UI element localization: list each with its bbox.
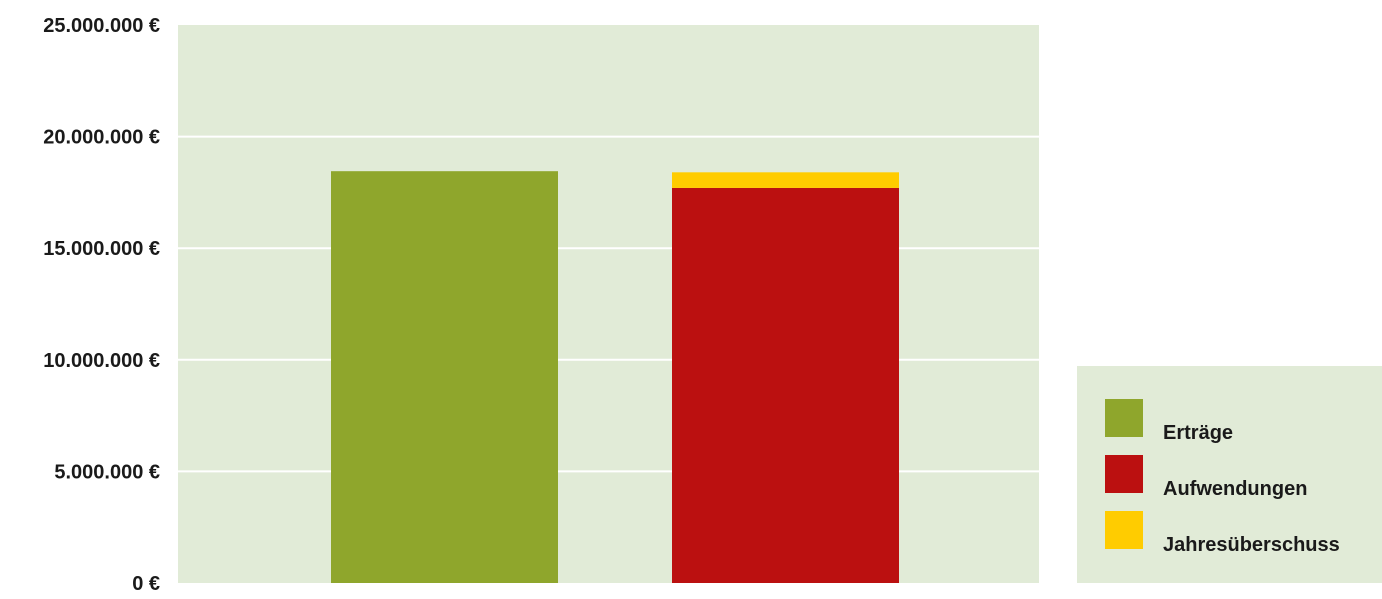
legend-label: Jahresüberschuss — [1163, 534, 1340, 556]
bar-ertraege — [331, 171, 558, 584]
legend-swatch — [1105, 455, 1143, 493]
legend: Erträge Aufwendungen Jahresüberschuss — [1077, 366, 1382, 583]
bar-jahresueberschuss — [672, 172, 899, 188]
y-axis-ticks: 0 € 5.000.000 € 10.000.000 € 15.000.000 € 20… — [43, 15, 160, 595]
y-tick-label: 5.000.000 € — [54, 461, 160, 483]
legend-label: Erträge — [1163, 422, 1234, 444]
legend-label: Aufwendungen — [1163, 478, 1308, 500]
y-tick-label: 10.000.000 € — [43, 350, 160, 372]
y-tick-label: 0 € — [132, 573, 160, 595]
legend-swatch — [1105, 399, 1143, 437]
legend-item-ertraege: Erträge — [1105, 399, 1233, 443]
legend-item-aufwendungen: Aufwendungen — [1105, 455, 1307, 499]
bar-aufwendungen — [672, 187, 899, 583]
y-tick-label: 15.000.000 € — [43, 238, 160, 260]
plot-area — [178, 25, 1039, 583]
y-tick-label: 20.000.000 € — [43, 127, 160, 149]
bars — [331, 171, 899, 584]
legend-item-jahresueberschuss: Jahresüberschuss — [1105, 511, 1340, 555]
y-tick-label: 25.000.000 € — [43, 15, 160, 37]
legend-swatch — [1105, 511, 1143, 549]
